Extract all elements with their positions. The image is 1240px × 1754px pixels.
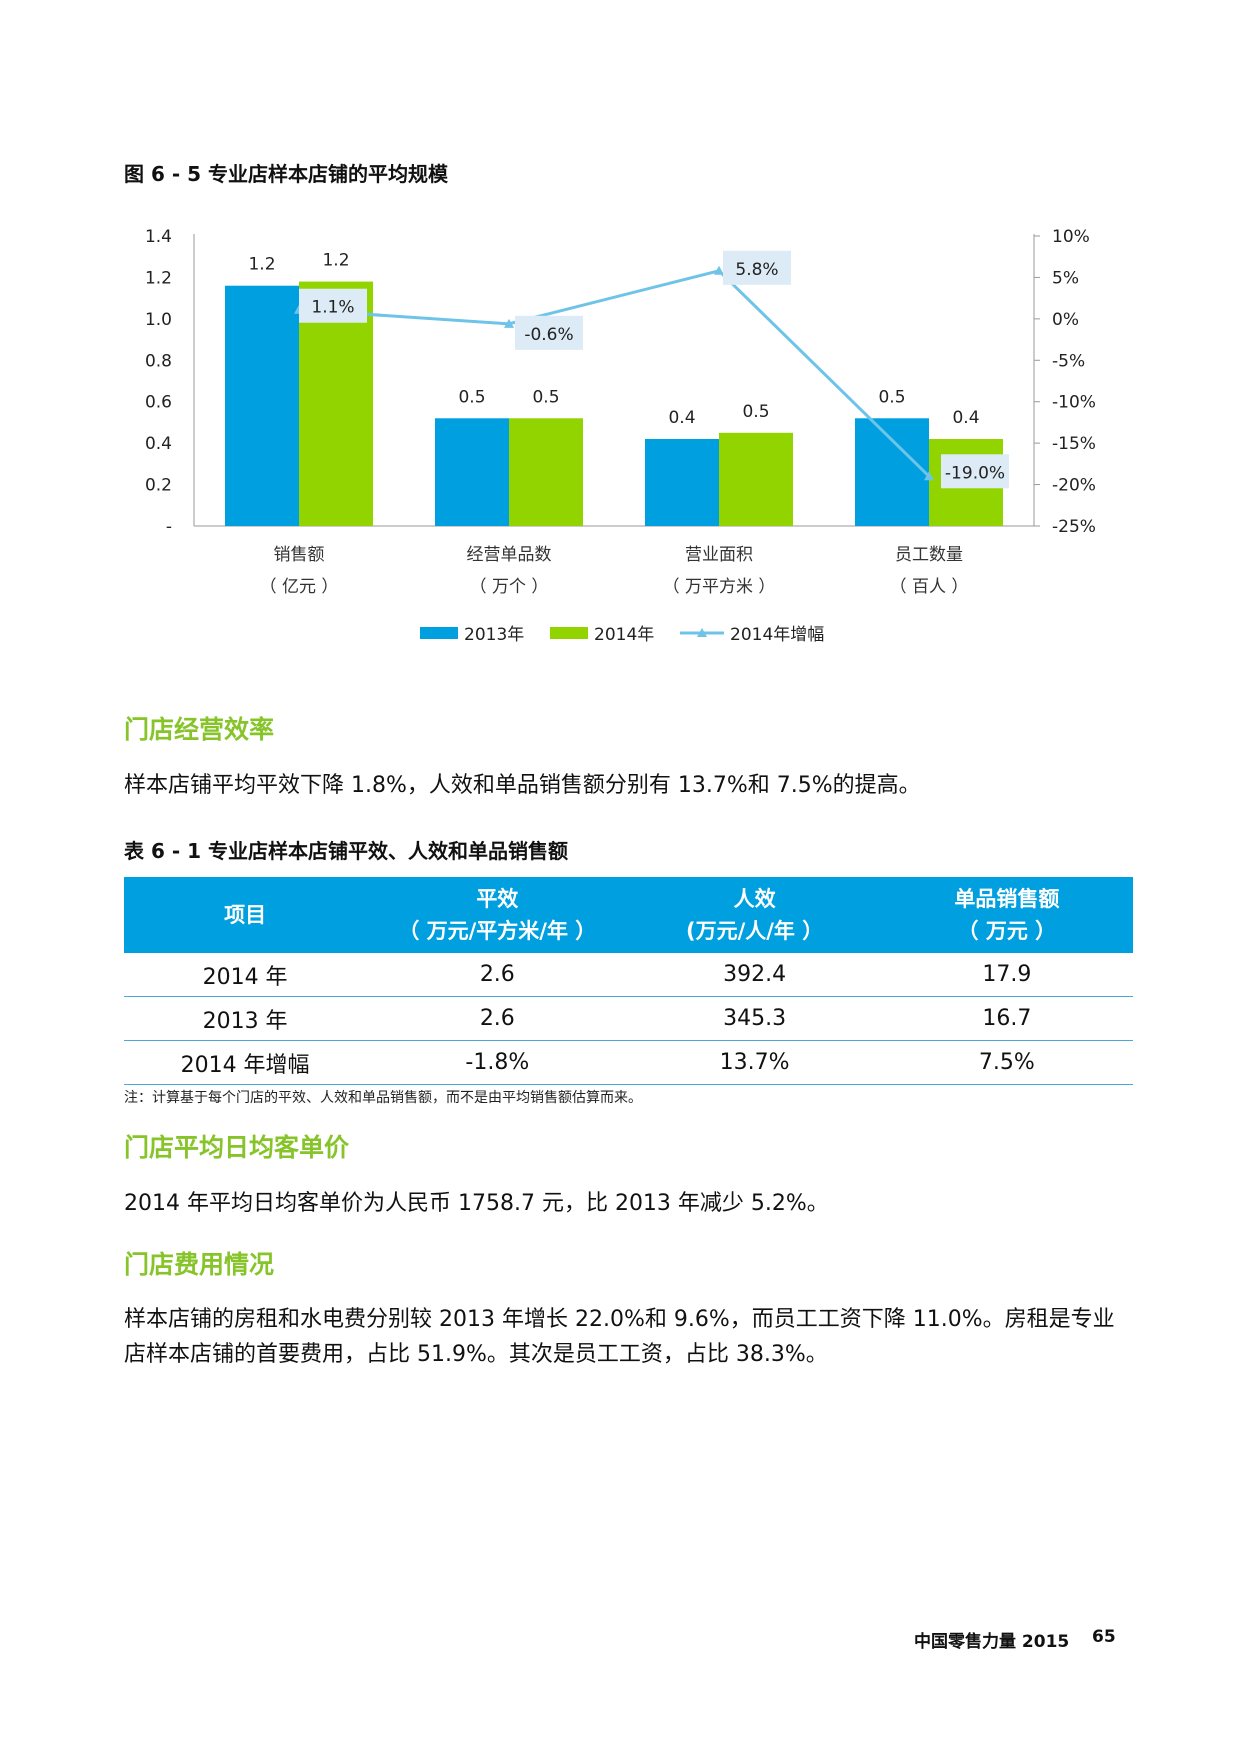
bar-data-label: 0.5 [742, 402, 769, 422]
growth-marker [924, 471, 934, 481]
cell-value: 16.7 [880, 996, 1133, 1041]
header-sales-per-area: 平效 （ 万元/平方米/年 ） [366, 877, 629, 953]
section-heading-costs: 门店费用情况 [124, 1250, 275, 1279]
cell-value: -1.8% [366, 1040, 629, 1085]
y-right-tick-label: -25% [1052, 517, 1096, 537]
y-right-tick-label: -15% [1052, 434, 1096, 454]
growth-label-box [723, 250, 791, 285]
efficiency-table: 项目 平效 （ 万元/平方米/年 ） 人效 (万元/人/年 ） 单品销售额 （ … [124, 877, 1133, 1085]
y-left-tick-label: 0.2 [145, 476, 172, 496]
header-sales-per-staff: 人效 (万元/人/年 ） [628, 877, 881, 953]
growth-marker [504, 318, 514, 328]
category-unit-label: （ 百人 ） [890, 577, 969, 597]
category-label: 经营单品数 [467, 545, 552, 565]
growth-label-box [515, 315, 583, 350]
bar-data-label: 0.4 [952, 408, 979, 428]
y-right-tick-label: 10% [1052, 227, 1090, 247]
y-right-tick-label: -5% [1052, 351, 1085, 371]
table-note: 注：计算基于每个门店的平效、人效和单品销售额，而不是由平均销售额估算而来。 [124, 1090, 642, 1106]
bar-2013 [225, 285, 299, 526]
bar-data-label: 0.5 [878, 387, 905, 407]
table-header-row: 项目 平效 （ 万元/平方米/年 ） 人效 (万元/人/年 ） 单品销售额 （ … [124, 877, 1133, 953]
paragraph-costs: 样本店铺的房租和水电费分别较 2013 年增长 22.0%和 9.6%，而员工工… [124, 1307, 1115, 1367]
y-left-tick-label: 1.2 [145, 268, 172, 288]
growth-marker [714, 265, 724, 275]
table-row: 2013 年 2.6 345.3 16.7 [124, 996, 1133, 1041]
cell-label: 2013 年 [124, 996, 367, 1041]
table-title: 表 6 - 1 专业店样本店铺平效、人效和单品销售额 [124, 839, 568, 863]
growth-line [298, 269, 931, 478]
bar-2014 [509, 418, 583, 526]
header-item: 项目 [124, 877, 367, 953]
y-left-tick-label: 0.4 [145, 434, 172, 454]
legend-label: 2013年 [464, 625, 524, 645]
scale-chart: - 0.2 0.4 0.6 0.8 1.0 1.2 1.4 -25% -20% -15% -10% -5… [145, 227, 1096, 645]
bar-2013 [855, 418, 929, 526]
cell-value: 13.7% [628, 1040, 881, 1085]
bar-data-label: 0.4 [668, 408, 695, 428]
y-left-tick-label: 0.6 [145, 393, 172, 413]
y-right-tick-label: -20% [1052, 476, 1096, 496]
table-row: 2014 年 2.6 392.4 17.9 [124, 953, 1133, 997]
legend-marker-growth [697, 628, 707, 637]
footer-title: 中国零售力量 2015 [914, 1632, 1070, 1652]
growth-data-label: -19.0% [945, 463, 1005, 483]
growth-data-label: -0.6% [524, 325, 573, 345]
cell-label: 2014 年增幅 [124, 1040, 367, 1085]
category-label: 销售额 [274, 545, 325, 565]
cell-value: 345.3 [628, 996, 881, 1041]
y-left-tick-label: - [166, 517, 172, 537]
table-row: 2014 年增幅 -1.8% 13.7% 7.5% [124, 1040, 1133, 1085]
y-right-tick-label: 0% [1052, 310, 1079, 330]
cell-value: 7.5% [880, 1040, 1133, 1085]
cell-value: 2.6 [366, 996, 629, 1041]
section-heading-efficiency: 门店经营效率 [124, 715, 275, 744]
cell-value: 17.9 [880, 953, 1133, 997]
section-heading-basket: 门店平均日均客单价 [124, 1133, 350, 1162]
bar-data-label: 1.2 [248, 255, 275, 275]
growth-label-box [299, 288, 367, 323]
growth-data-label: 5.8% [735, 260, 778, 280]
y-right-tick-label: -10% [1052, 393, 1096, 413]
category-unit-label: （ 万个 ） [470, 577, 549, 597]
bar-data-label: 0.5 [532, 387, 559, 407]
paragraph-basket: 2014 年平均日均客单价为人民币 1758.7 元，比 2013 年减少 5.… [124, 1191, 829, 1216]
legend-label: 2014年增幅 [730, 625, 824, 645]
bar-2014 [719, 432, 793, 526]
growth-data-label: 1.1% [311, 298, 354, 318]
cell-value: 2.6 [366, 953, 629, 997]
legend-swatch-2013 [420, 627, 458, 639]
bar-2013 [645, 439, 719, 526]
bar-data-label: 1.2 [322, 251, 349, 271]
y-right-tick-label: 5% [1052, 268, 1079, 288]
figure-title: 图 6 - 5 专业店样本店铺的平均规模 [124, 162, 448, 186]
category-label: 员工数量 [895, 545, 963, 565]
growth-label-box [941, 454, 1009, 489]
bar-2013 [435, 418, 509, 526]
y-left-tick-label: 1.0 [145, 310, 172, 330]
y-left-tick-label: 1.4 [145, 227, 172, 247]
legend-swatch-2014 [550, 627, 588, 639]
bar-data-label: 0.5 [458, 387, 485, 407]
category-unit-label: （ 亿元 ） [260, 577, 339, 597]
cell-label: 2014 年 [124, 953, 367, 997]
page-number: 65 [1092, 1627, 1116, 1647]
header-sales-per-item: 单品销售额 （ 万元 ） [880, 877, 1133, 953]
category-label: 营业面积 [685, 545, 753, 565]
paragraph-efficiency: 样本店铺平均平效下降 1.8%，人效和单品销售额分别有 13.7%和 7.5%的… [124, 773, 921, 798]
category-unit-label: （ 万平方米 ） [663, 577, 776, 597]
cell-value: 392.4 [628, 953, 881, 997]
legend-label: 2014年 [594, 625, 654, 645]
y-left-tick-label: 0.8 [145, 351, 172, 371]
